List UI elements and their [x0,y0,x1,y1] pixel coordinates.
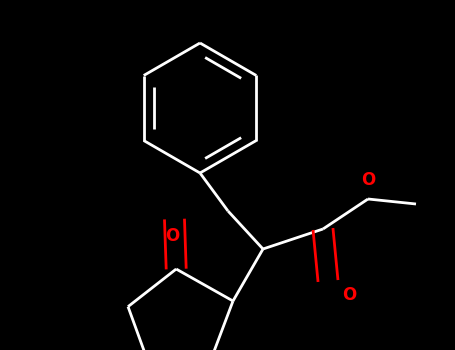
Text: O: O [361,171,375,189]
Text: O: O [342,286,356,304]
Text: O: O [165,227,180,245]
